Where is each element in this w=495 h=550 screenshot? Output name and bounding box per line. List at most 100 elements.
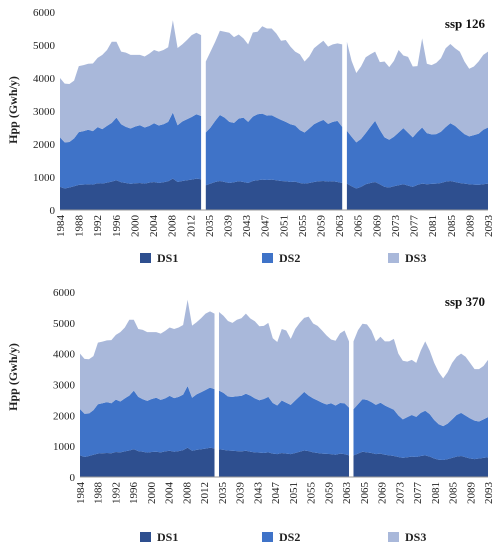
x-tick-label: 2081 — [427, 215, 439, 237]
panel-ssp-370: Hpp (Gwh/y) ssp 370 0 1000 2000 3000 4000 500… — [6, 287, 495, 544]
y-axis: 0 1000 2000 3000 4000 5000 6000 — [53, 287, 76, 484]
area-ds2 — [346, 120, 488, 189]
y-axis-label: Hpp (Gwh/y) — [6, 343, 20, 411]
legend-label-ds3: DS3 — [405, 530, 426, 544]
x-tick-label: 2077 — [409, 215, 421, 238]
x-tick-label: 2073 — [390, 215, 402, 238]
area-ds3 — [60, 20, 202, 143]
y-tick-label: 4000 — [33, 73, 56, 85]
x-tick-label: 2089 — [464, 215, 476, 238]
x-tick-label: 2065 — [359, 482, 371, 505]
legend: DS1 DS2 DS3 — [140, 530, 426, 544]
y-tick-label: 1000 — [33, 172, 56, 184]
scenario-label: ssp 126 — [445, 16, 486, 31]
x-tick-label: 2059 — [323, 482, 335, 505]
legend-swatch-ds2 — [262, 253, 273, 263]
panel-ssp-126: Hpp (Gwh/y) ssp 126 0 1000 2000 3000 4000 500… — [6, 7, 495, 265]
x-tick-label: 2065 — [353, 215, 365, 238]
legend-label-ds3: DS3 — [405, 251, 426, 265]
area-ds2 — [218, 390, 350, 456]
area-ds1 — [60, 178, 202, 210]
area-ds1 — [205, 179, 343, 210]
y-tick-label: 2000 — [33, 139, 56, 151]
x-tick-label: 2035 — [204, 215, 216, 238]
y-tick-label: 0 — [70, 472, 76, 484]
y-tick-label: 5000 — [53, 318, 76, 330]
area-ds1 — [353, 451, 488, 477]
x-tick-label: 2085 — [446, 215, 458, 238]
x-tick-label: 2069 — [377, 482, 389, 505]
legend-label-ds2: DS2 — [279, 251, 300, 265]
x-tick-label: 2089 — [465, 482, 477, 505]
x-tick-label: 2035 — [217, 482, 229, 505]
scenario-label: ssp 370 — [445, 294, 485, 309]
y-axis-label: Hpp (Gwh/y) — [6, 76, 20, 144]
x-tick-label: 2039 — [222, 215, 234, 238]
x-tick-label: 2004 — [148, 215, 160, 238]
y-tick-label: 0 — [50, 205, 56, 217]
x-tick-label: 2043 — [241, 215, 253, 238]
area-ds3 — [80, 299, 215, 414]
x-tick-label: 2069 — [371, 215, 383, 238]
x-tick-label: 2043 — [252, 482, 264, 505]
stacked-areas — [80, 299, 488, 477]
y-tick-label: 4000 — [53, 349, 76, 361]
legend-swatch-ds3 — [388, 532, 399, 542]
x-tick-label: 2063 — [334, 215, 346, 238]
y-tick-label: 6000 — [53, 287, 76, 299]
x-tick-label: 1988 — [93, 482, 105, 505]
x-tick-label: 2063 — [341, 482, 353, 505]
x-tick-label: 2077 — [412, 482, 424, 505]
area-ds2 — [205, 113, 343, 186]
x-axis: 1984 1988 1992 1996 2000 2004 2008 2012 2035 2039… — [75, 482, 495, 505]
legend: DS1 DS2 DS3 — [140, 251, 426, 265]
y-tick-label: 3000 — [53, 380, 76, 392]
x-tick-label: 2000 — [146, 482, 158, 505]
y-axis: 0 1000 2000 3000 4000 5000 6000 — [33, 7, 56, 217]
x-tick-label: 2059 — [316, 215, 328, 238]
x-tick-label: 2051 — [288, 482, 300, 504]
x-tick-label: 2012 — [185, 215, 197, 237]
x-tick-label: 2004 — [164, 482, 176, 505]
x-tick-label: 2085 — [448, 482, 460, 505]
x-tick-label: 1992 — [92, 215, 104, 237]
x-tick-label: 1984 — [75, 482, 87, 505]
y-tick-label: 2000 — [53, 410, 76, 422]
x-tick-label: 2081 — [430, 482, 442, 504]
x-tick-label: 1984 — [55, 215, 67, 238]
x-tick-label: 2047 — [260, 215, 272, 238]
y-tick-label: 3000 — [33, 106, 56, 118]
area-ds1 — [346, 180, 488, 210]
x-tick-label: 2073 — [394, 482, 406, 505]
x-tick-label: 1996 — [128, 482, 140, 505]
legend-label-ds2: DS2 — [279, 530, 300, 544]
x-tick-label: 2055 — [306, 482, 318, 505]
x-tick-label: 2008 — [167, 215, 179, 238]
y-tick-label: 6000 — [33, 7, 56, 19]
y-tick-label: 5000 — [33, 40, 56, 52]
area-ds2 — [80, 386, 215, 457]
x-tick-label: 2012 — [199, 482, 211, 504]
area-ds3 — [346, 38, 488, 143]
x-tick-label: 2000 — [129, 215, 141, 238]
stacked-areas — [60, 20, 488, 210]
area-ds1 — [218, 449, 350, 477]
x-tick-label: 2055 — [297, 215, 309, 238]
x-tick-label: 2093 — [483, 215, 495, 238]
x-tick-label: 1996 — [111, 215, 123, 238]
area-ds3 — [205, 26, 343, 133]
legend-swatch-ds2 — [262, 532, 273, 542]
x-tick-label: 2047 — [270, 482, 282, 505]
area-ds3 — [218, 312, 350, 408]
area-ds2 — [60, 112, 202, 189]
area-ds1 — [80, 447, 215, 477]
legend-label-ds1: DS1 — [157, 530, 178, 544]
x-tick-label: 2051 — [278, 215, 290, 237]
x-tick-label: 2039 — [235, 482, 247, 505]
x-tick-label: 2008 — [181, 482, 193, 505]
legend-label-ds1: DS1 — [157, 251, 178, 265]
x-axis: 1984 1988 1992 1996 2000 2004 2008 2012 2035 2039… — [55, 215, 495, 238]
x-tick-label: 1992 — [110, 482, 122, 504]
x-tick-label: 1988 — [74, 215, 86, 238]
